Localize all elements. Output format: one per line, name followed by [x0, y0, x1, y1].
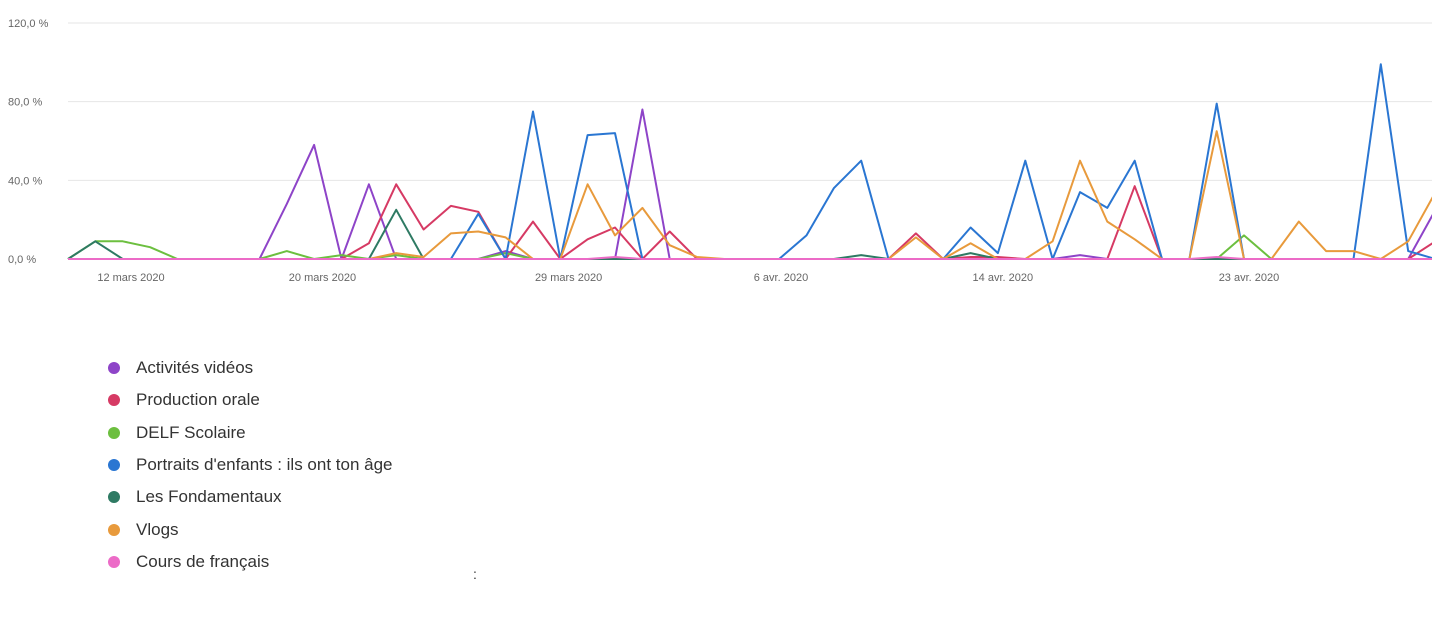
legend-dot	[108, 459, 120, 472]
legend-dot	[108, 362, 120, 375]
legend-item-cours-de-francais[interactable]: Cours de français	[108, 546, 393, 578]
legend-item-vlogs[interactable]: Vlogs	[108, 513, 393, 545]
legend-dot	[108, 555, 120, 568]
legend: Activités vidéos Production orale DELF S…	[108, 352, 393, 578]
series-line	[68, 183, 1432, 260]
y-tick-label: 80,0 %	[8, 97, 42, 109]
legend-label: DELF Scolaire	[136, 422, 246, 442]
y-tick-label: 40,0 %	[8, 175, 42, 187]
legend-item-portraits[interactable]: Portraits d'enfants : ils ont ton âge	[108, 449, 393, 481]
x-tick-label: 29 mars 2020	[535, 272, 602, 284]
legend-item-delf-scolaire[interactable]: DELF Scolaire	[108, 417, 393, 449]
series-line	[67, 234, 1432, 260]
x-tick-label: 20 mars 2020	[289, 272, 356, 284]
legend-label: Cours de français	[136, 551, 270, 571]
x-tick-label: 6 avr. 2020	[754, 272, 808, 284]
legend-label: Activités vidéos	[136, 358, 254, 378]
legend-dot	[108, 394, 120, 407]
y-tick-label: 0,0 %	[8, 254, 36, 266]
legend-dot	[108, 426, 120, 439]
x-tick-label: 14 avr. 2020	[973, 272, 1034, 284]
x-tick-label: 23 avr. 2020	[1219, 272, 1280, 284]
series-line	[67, 208, 1432, 260]
legend-item-fondamentaux[interactable]: Les Fondamentaux	[108, 481, 393, 513]
series-line	[68, 63, 1432, 260]
legend-dot	[108, 523, 120, 536]
x-tick-label: 12 mars 2020	[97, 272, 164, 284]
legend-item-production-orale[interactable]: Production orale	[108, 384, 393, 416]
legend-label: Vlogs	[136, 519, 179, 539]
legend-dot	[108, 491, 120, 504]
legend-label: Portraits d'enfants : ils ont ton âge	[136, 455, 393, 475]
legend-label: Les Fondamentaux	[136, 487, 282, 507]
stray-mark: :	[473, 566, 477, 582]
series-line	[68, 130, 1432, 260]
y-tick-label: 120,0 %	[8, 18, 49, 30]
legend-item-activites-videos[interactable]: Activités vidéos	[108, 352, 393, 384]
line-chart: 0,0 % 40,0 % 80,0 % 120,0 % 12 mars 2020 20 m…	[8, 18, 1432, 284]
legend-label: Production orale	[136, 390, 260, 410]
series-line	[68, 256, 1432, 260]
